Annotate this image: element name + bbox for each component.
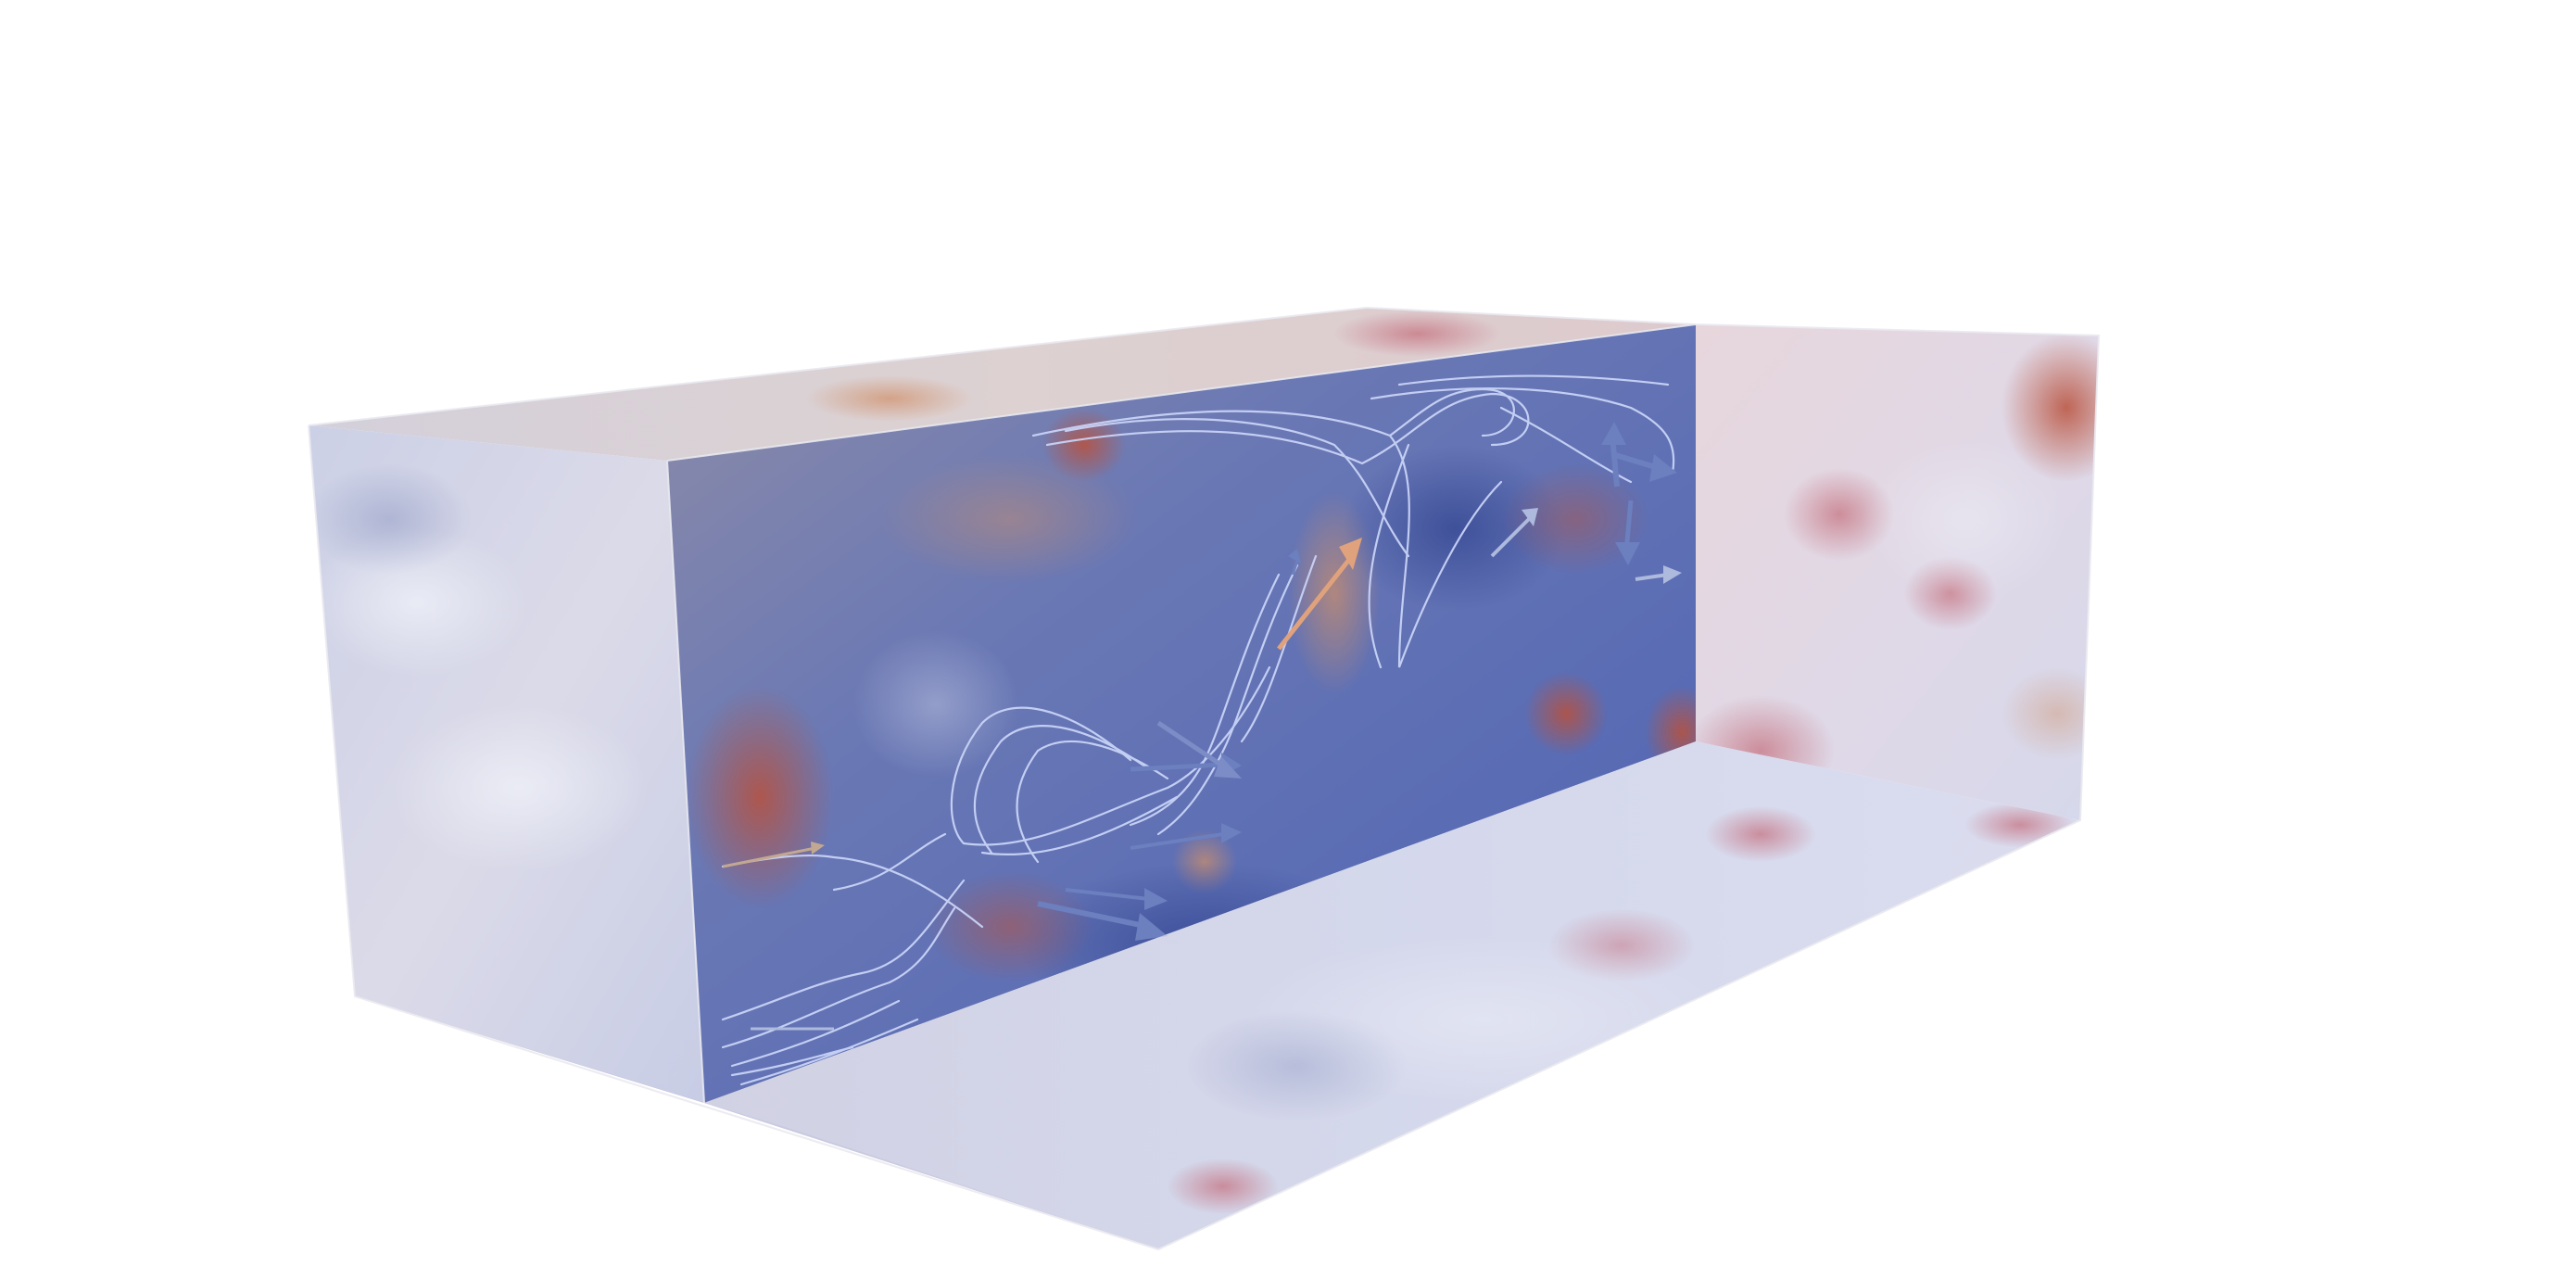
arrow-glyph <box>1277 538 1362 651</box>
slice-field <box>686 408 1696 1029</box>
arrow-glyph <box>1601 422 1626 488</box>
arrow-glyph <box>1490 508 1538 558</box>
left-face-field <box>309 463 649 871</box>
box-edges <box>308 306 2101 1251</box>
vector-glyphs <box>722 422 1682 1031</box>
streamlines <box>721 374 1675 1086</box>
right-face-field <box>1696 334 2099 806</box>
arrow-glyph <box>1156 720 1242 779</box>
arrow-glyph <box>722 842 825 868</box>
arrow-glyph <box>1130 823 1242 850</box>
top-face-hot-spot <box>806 375 973 422</box>
arrow-glyph <box>1611 451 1677 482</box>
arrow-glyph <box>1615 500 1640 565</box>
arrow-glyph <box>1065 888 1168 910</box>
top-face-hot-spot <box>1334 310 1501 357</box>
arrow-glyph <box>1037 901 1168 941</box>
arrow-glyph <box>1635 565 1682 584</box>
arrow-glyph <box>1288 549 1301 576</box>
